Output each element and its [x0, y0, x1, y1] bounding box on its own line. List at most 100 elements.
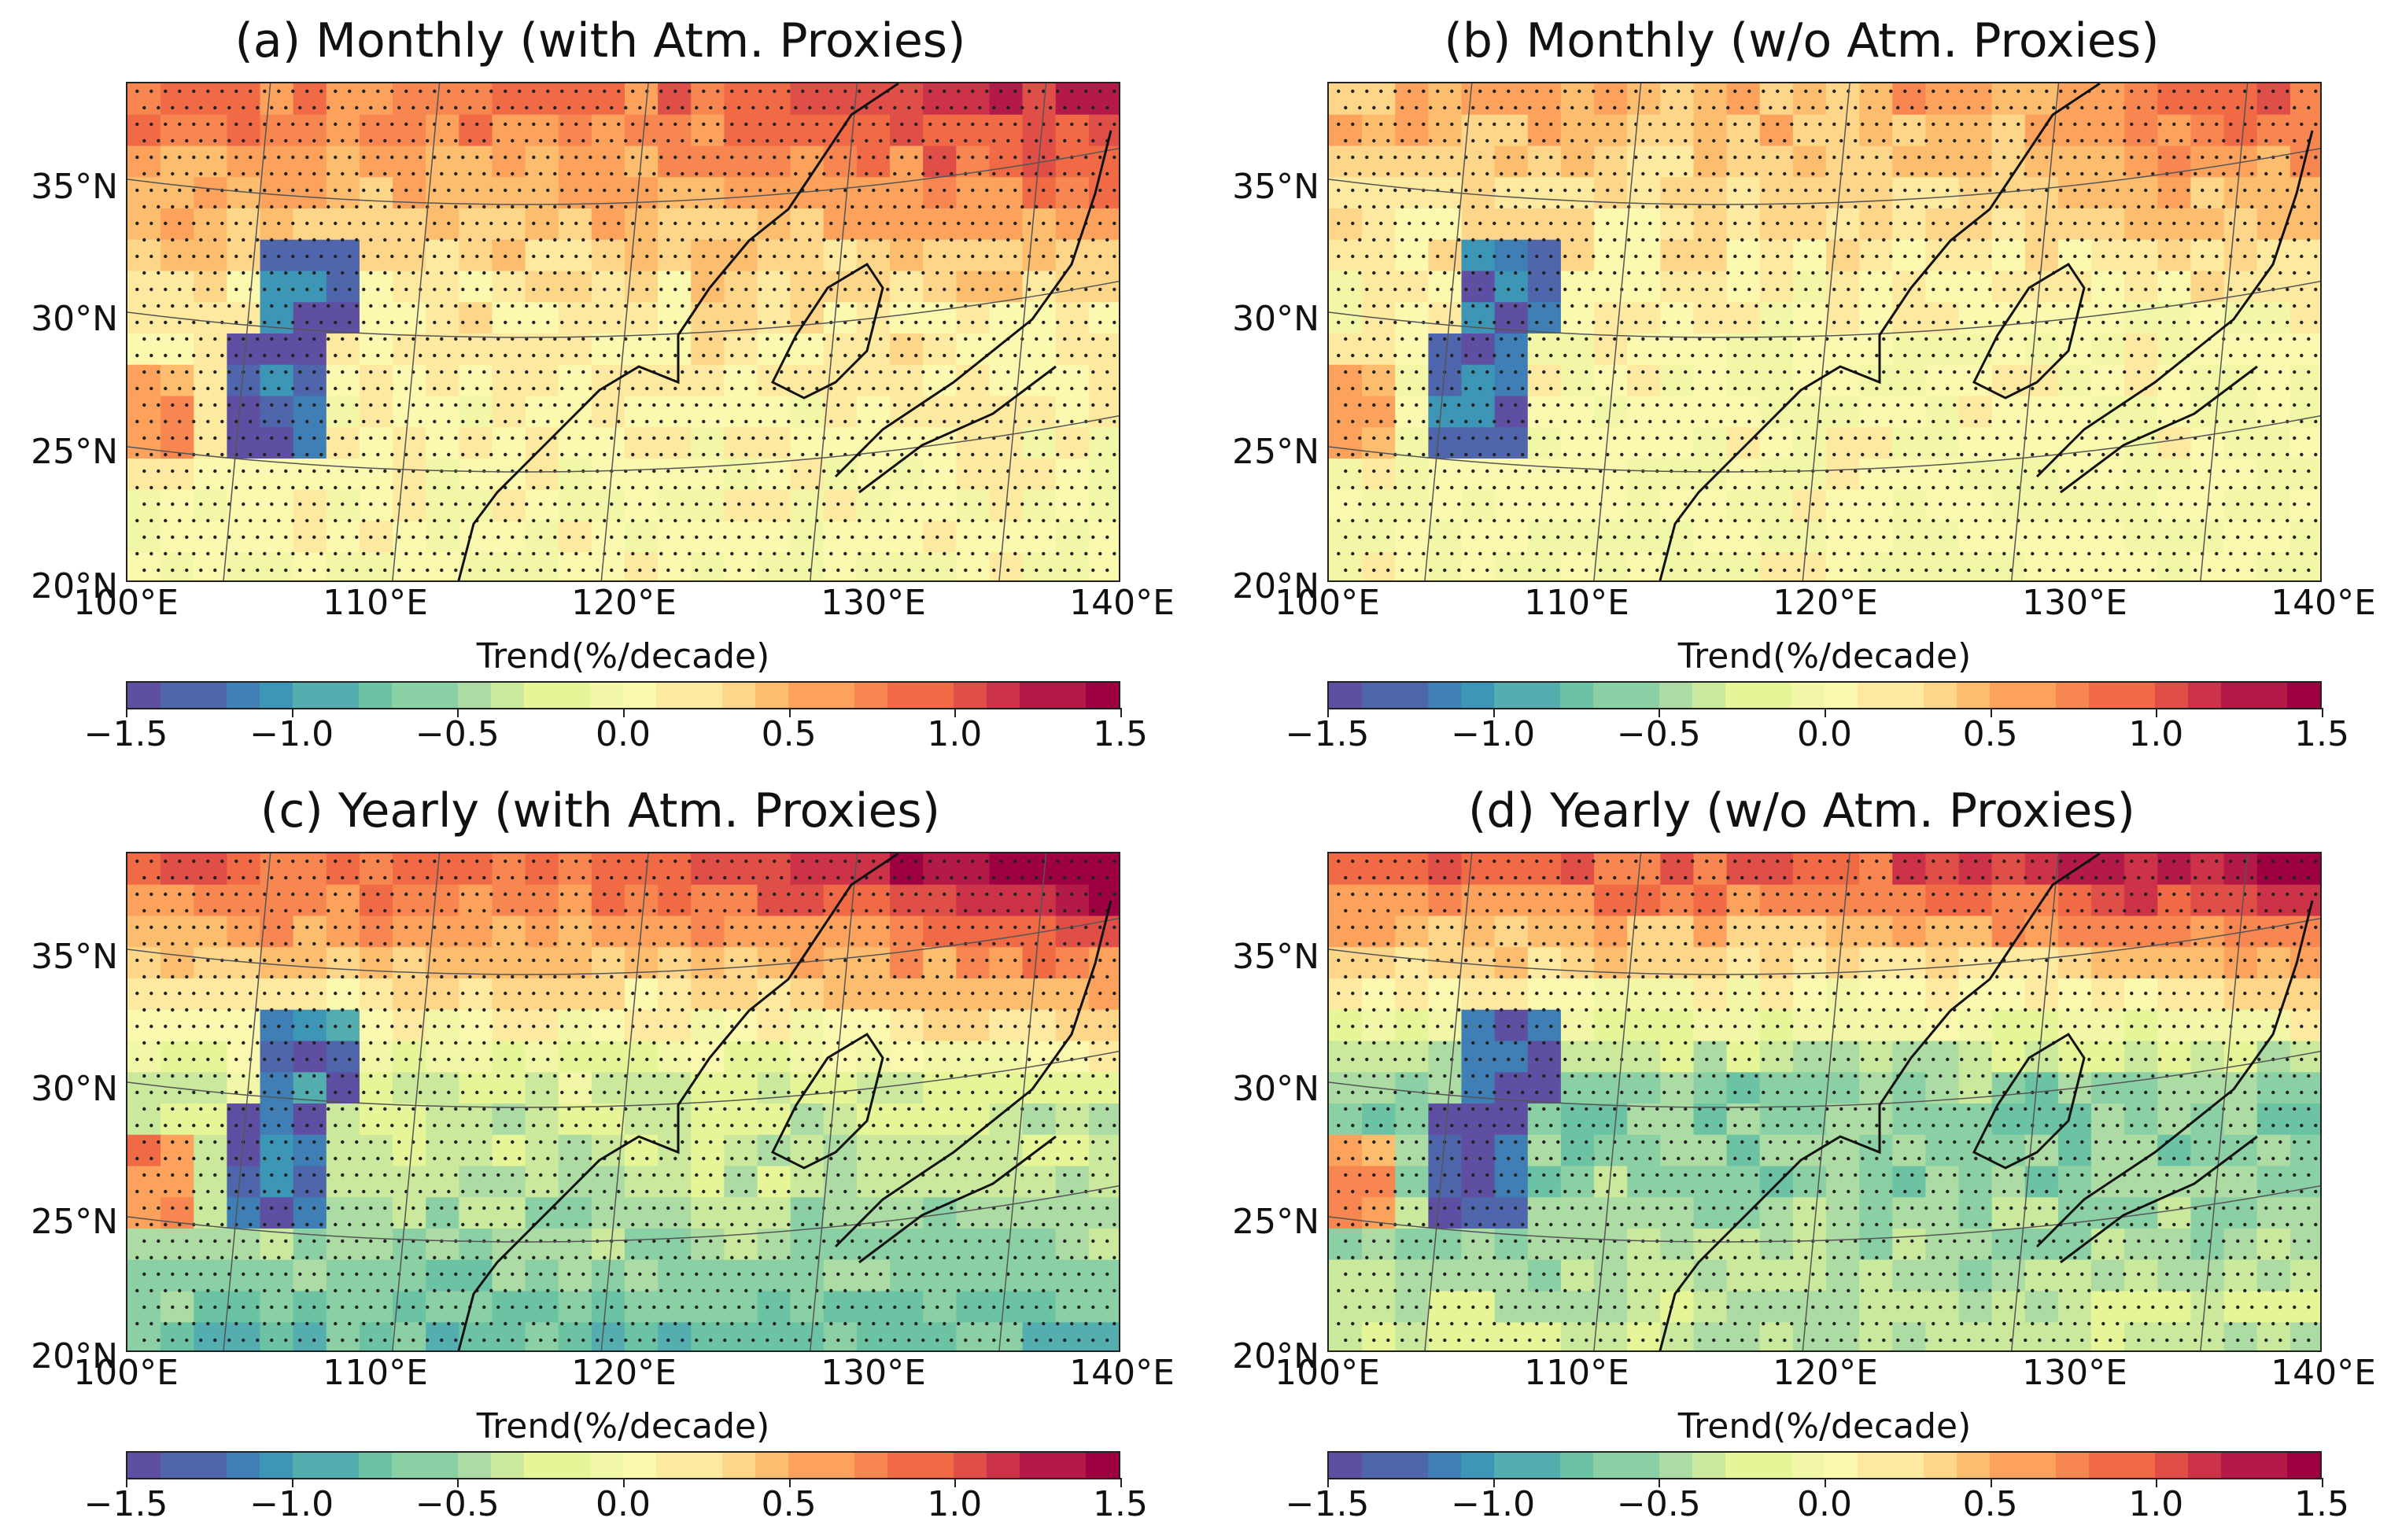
- trend-cell: [1494, 1103, 1529, 1136]
- colorbar-swatch: [1461, 683, 1494, 708]
- trend-cell: [1925, 1259, 1960, 1292]
- trend-cell: [1693, 177, 1728, 209]
- trend-cell: [194, 302, 227, 334]
- trend-cell: [2091, 239, 2125, 272]
- trend-cell: [1560, 552, 1595, 580]
- colorbar-swatch: [1924, 1453, 1957, 1478]
- trend-cell: [890, 396, 924, 428]
- trend-cell: [359, 947, 393, 979]
- colorbar-swatch: [854, 683, 887, 708]
- trend-cell: [691, 978, 725, 1011]
- trend-cell: [359, 333, 393, 366]
- trend-cell: [1759, 1259, 1794, 1292]
- trend-cell: [1560, 146, 1595, 178]
- trend-cell: [1055, 1041, 1090, 1073]
- trend-cell: [1958, 1041, 1993, 1073]
- graticule-lines: [1329, 853, 2320, 1350]
- trend-cell: [127, 271, 161, 303]
- colorbar-swatch: [1086, 1453, 1119, 1478]
- trend-cell: [558, 114, 592, 147]
- trend-cell: [724, 83, 758, 116]
- trend-cell: [1660, 1072, 1695, 1104]
- trend-cell: [724, 489, 758, 522]
- trend-cell: [989, 1229, 1024, 1261]
- trend-cell: [1428, 1322, 1463, 1350]
- trend-cell: [359, 916, 393, 948]
- colorbar-swatch: [1990, 1453, 2023, 1478]
- colorbar: [1327, 681, 2322, 709]
- trend-cell: [2024, 853, 2059, 886]
- trend-cell: [1759, 521, 1794, 553]
- trend-cell: [956, 364, 991, 397]
- trend-cell: [1088, 459, 1119, 491]
- trend-cell: [956, 1041, 991, 1073]
- trend-cell: [1362, 947, 1396, 979]
- lat-tick-label: 35°N: [31, 937, 118, 977]
- trend-cell: [625, 1072, 659, 1104]
- trend-cell: [293, 853, 327, 886]
- trend-cell: [1792, 1041, 1827, 1073]
- trend-cell: [1395, 521, 1429, 553]
- trend-cell: [194, 459, 227, 491]
- trend-cell: [1991, 208, 2026, 241]
- trend-cell: [923, 271, 957, 303]
- trend-cell: [1792, 1229, 1827, 1261]
- trend-cell: [194, 1229, 227, 1261]
- trend-cell: [426, 853, 459, 886]
- trend-cell: [426, 239, 459, 272]
- colorbar: [126, 681, 1120, 709]
- trend-cell: [724, 1259, 758, 1292]
- trend-cell: [2256, 489, 2291, 522]
- trend-cell: [1726, 1072, 1761, 1104]
- trend-cell: [1892, 396, 1926, 428]
- trend-cell: [525, 83, 559, 116]
- trend-cell: [956, 459, 991, 491]
- trend-cell: [2057, 1134, 2092, 1167]
- trend-cell: [393, 947, 426, 979]
- trend-cell: [1826, 978, 1860, 1011]
- trend-cell: [293, 521, 327, 553]
- trend-cell: [161, 521, 194, 553]
- trend-cell: [1527, 83, 1562, 116]
- trend-cell: [625, 978, 659, 1011]
- trend-cell: [1759, 271, 1794, 303]
- trend-cell: [2024, 552, 2059, 580]
- trend-cell: [1055, 364, 1090, 397]
- colorbar-swatch: [1659, 683, 1692, 708]
- trend-cell: [393, 853, 426, 886]
- colorbar-swatch: [1957, 1453, 1990, 1478]
- trend-cell: [1362, 1229, 1396, 1261]
- trend-cell: [1362, 177, 1396, 209]
- trend-cell: [459, 1134, 493, 1167]
- trend-cell: [2289, 1322, 2320, 1350]
- trend-cell: [194, 83, 227, 116]
- lon-tick-label: 120°E: [1773, 1353, 1878, 1393]
- trend-cell: [890, 459, 924, 491]
- trend-cell: [658, 83, 692, 116]
- panel-title: (b) Monthly (w/o Atm. Proxies): [1444, 13, 2160, 68]
- trend-cell: [260, 1134, 294, 1167]
- trend-cell: [2223, 459, 2258, 491]
- trend-cell: [1362, 916, 1396, 948]
- trend-cell: [1594, 83, 1628, 116]
- trend-cell: [1329, 1229, 1363, 1261]
- trend-cell: [2157, 364, 2192, 397]
- trend-cell: [2124, 239, 2158, 272]
- trend-cell: [1792, 459, 1827, 491]
- trend-cell: [1660, 271, 1695, 303]
- trend-cell: [1395, 459, 1429, 491]
- colorbar-swatch: [689, 1453, 722, 1478]
- trend-cell: [2157, 1229, 2192, 1261]
- trend-cell: [1925, 427, 1960, 459]
- trend-cell: [1560, 489, 1595, 522]
- trend-cell: [127, 1229, 161, 1261]
- trend-cell: [1991, 1322, 2026, 1350]
- colorbar-swatch: [260, 683, 293, 708]
- trend-cell: [558, 1072, 592, 1104]
- trend-cell: [2256, 884, 2291, 917]
- trend-cell: [359, 302, 393, 334]
- colorbar-label: Trend(%/decade): [476, 636, 770, 676]
- trend-cell: [1055, 114, 1090, 147]
- trend-cell: [426, 1197, 459, 1229]
- colorbar-swatch: [1593, 683, 1626, 708]
